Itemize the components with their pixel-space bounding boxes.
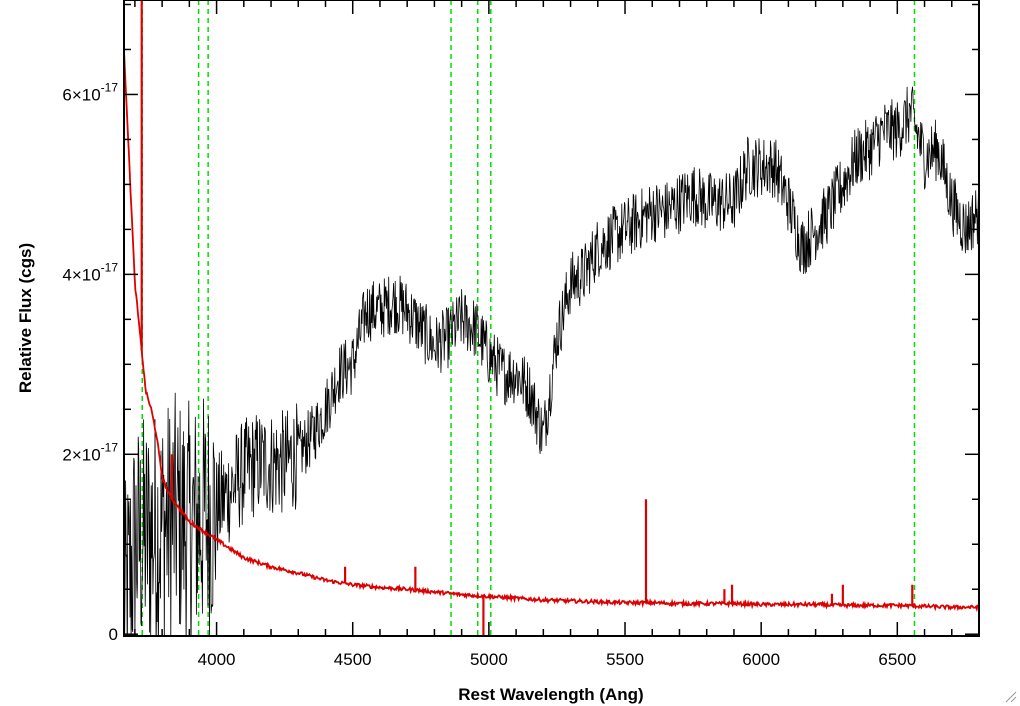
y-tick-mantissa: 6×10 bbox=[62, 85, 100, 104]
x-tick-label: 6500 bbox=[878, 650, 916, 669]
plot-frame bbox=[123, 0, 980, 637]
x-axis-label: Rest Wavelength (Ang) bbox=[458, 685, 643, 704]
axes bbox=[123, 0, 980, 637]
spectrum-line bbox=[124, 86, 979, 636]
y-tick-labels: 02×10-174×10-176×10-17 bbox=[62, 80, 118, 644]
x-tick-labels: 4000 4500 5000 5500 6000 6500 bbox=[198, 650, 917, 669]
y-tick-mantissa: 0 bbox=[109, 625, 118, 644]
error-spectrum-line bbox=[124, 50, 979, 613]
y-axis-label: Relative Flux (cgs) bbox=[16, 243, 35, 393]
y-tick-label: 0 bbox=[109, 625, 118, 644]
y-tick-label: 6×10-17 bbox=[62, 80, 118, 104]
x-tick-label: 5000 bbox=[470, 650, 508, 669]
resize-grip-icon[interactable] bbox=[1005, 691, 1017, 703]
x-tick-label: 5500 bbox=[606, 650, 644, 669]
y-tick-label: 2×10-17 bbox=[62, 440, 118, 464]
y-tick-exponent: -17 bbox=[101, 80, 119, 94]
x-tick-label: 4500 bbox=[334, 650, 372, 669]
y-tick-mantissa: 2×10 bbox=[62, 445, 100, 464]
x-tick-label: 4000 bbox=[198, 650, 236, 669]
y-tick-label: 4×10-17 bbox=[62, 260, 118, 284]
y-tick-exponent: -17 bbox=[101, 440, 119, 454]
x-tick-label: 6000 bbox=[742, 650, 780, 669]
y-tick-mantissa: 4×10 bbox=[62, 265, 100, 284]
series-layer bbox=[124, 0, 979, 636]
y-tick-exponent: -17 bbox=[101, 260, 119, 274]
